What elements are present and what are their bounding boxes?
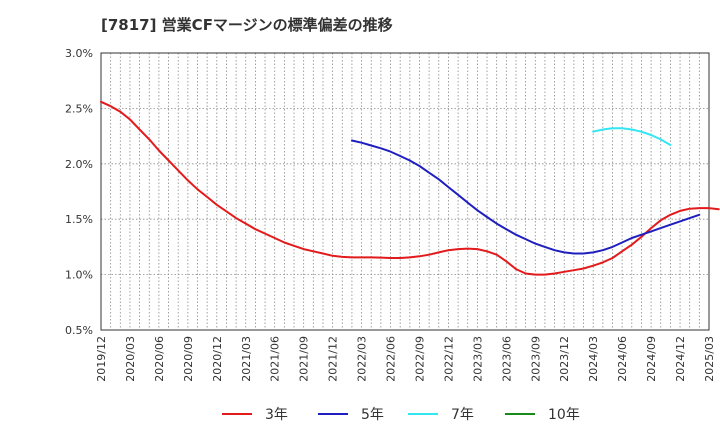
x-tick-label: 2020/12	[211, 336, 224, 382]
x-tick-label: 2021/09	[298, 336, 311, 382]
legend: 3年 5年 7年 10年	[222, 407, 580, 423]
x-tick-label: 2021/06	[269, 336, 282, 382]
x-tick-label: 2024/06	[616, 336, 629, 382]
x-tick-label: 2020/09	[182, 336, 195, 382]
chart-title: [7817] 営業CFマージンの標準偏差の推移	[101, 16, 393, 34]
axis-labels: 0.5% 1.0% 1.5% 2.0% 2.5% 3.0% 2019/12 2020/03 20…	[65, 47, 716, 382]
x-tick-label: 2021/12	[327, 336, 340, 382]
y-tick-label: 0.5%	[65, 324, 93, 337]
x-tick-label: 2019/12	[95, 336, 108, 382]
y-tick-label: 3.0%	[65, 47, 93, 60]
x-tick-label: 2021/03	[240, 336, 253, 382]
series-layer	[100, 100, 720, 276]
grid-layer	[101, 53, 709, 330]
x-tick-label: 2025/03	[703, 336, 716, 382]
y-tick-label: 1.0%	[65, 269, 93, 282]
x-tick-label: 2024/12	[674, 336, 687, 382]
x-tick-label: 2023/03	[471, 336, 484, 382]
y-tick-label: 1.5%	[65, 213, 93, 226]
x-tick-label: 2024/03	[587, 336, 600, 382]
x-tick-label: 2023/06	[500, 336, 513, 382]
x-tick-label: 2022/03	[356, 336, 369, 382]
x-tick-label: 2022/09	[413, 336, 426, 382]
x-tick-label: 2020/06	[153, 336, 166, 382]
x-tick-label: 2023/09	[529, 336, 542, 382]
y-tick-label: 2.0%	[65, 158, 93, 171]
series-line-3年	[100, 100, 720, 276]
x-tick-label: 2023/12	[558, 336, 571, 382]
x-tick-label: 2022/06	[385, 336, 398, 382]
x-tick-label: 2022/12	[442, 336, 455, 382]
y-tick-label: 2.5%	[65, 102, 93, 115]
legend-label: 3年	[265, 407, 288, 423]
x-tick-label: 2020/03	[124, 336, 137, 382]
x-tick-label: 2024/09	[645, 336, 658, 382]
series-line-7年	[592, 127, 672, 146]
series-line-5年	[350, 139, 701, 255]
legend-label: 10年	[548, 407, 580, 423]
legend-label: 7年	[451, 407, 474, 423]
plot-frame	[100, 52, 710, 331]
legend-label: 5年	[361, 407, 384, 423]
